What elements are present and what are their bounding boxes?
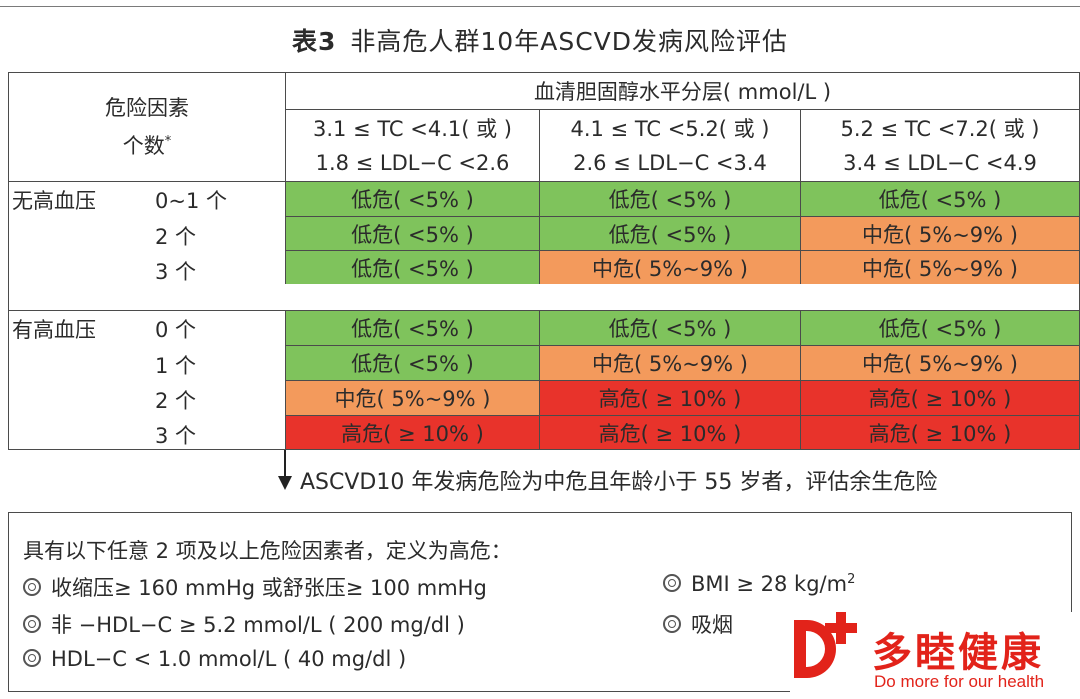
column-3-ldl: 3.4 ≤ LDL−C <4.9 <box>843 150 1037 175</box>
count-label: 3 个 <box>155 424 197 448</box>
risk-cell: 低危( <5% ) <box>285 310 540 346</box>
count-label: 0~1 个 <box>155 189 227 213</box>
table-title: 表3 非高危人群10年ASCVD发病风险评估 <box>0 22 1080 58</box>
arrow-down-icon <box>284 450 286 480</box>
column-2-ldl: 2.6 ≤ LDL−C <3.4 <box>573 150 767 175</box>
bullet-circle-icon <box>663 574 681 592</box>
column-2-tc: 4.1 ≤ TC <5.2( 或 ) <box>570 116 770 141</box>
risk-cell: 中危( 5%~9% ) <box>800 345 1080 381</box>
risk-cell: 低危( <5% ) <box>285 250 540 285</box>
group-label-no-hypertension: 无高血压 <box>12 189 96 213</box>
criteria-item: 吸烟 <box>663 609 733 639</box>
logo-d-icon <box>794 620 836 678</box>
logo-plus-icon <box>825 623 857 633</box>
arrow-head-icon <box>278 476 292 490</box>
risk-factor-header-line1: 危险因素 <box>105 96 189 120</box>
risk-cell: 低危( <5% ) <box>285 216 540 251</box>
column-header-2: 4.1 ≤ TC <5.2( 或 ) 2.6 ≤ LDL−C <3.4 <box>539 109 801 182</box>
criteria-item: 非 −HDL−C ≥ 5.2 mmol/L ( 200 mg/dl ) <box>23 609 465 639</box>
criteria-item: BMI ≥ 28 kg/m2 <box>663 572 855 596</box>
risk-cell: 中危( 5%~9% ) <box>539 345 801 381</box>
criteria-item: HDL−C < 1.0 mmol/L ( 40 mg/dl ) <box>23 647 406 671</box>
bullet-circle-icon <box>23 578 41 596</box>
column-1-tc: 3.1 ≤ TC <4.1( 或 ) <box>312 116 512 141</box>
table-caption: 非高危人群10年ASCVD发病风险评估 <box>350 27 788 56</box>
column-header-3: 5.2 ≤ TC <7.2( 或 ) 3.4 ≤ LDL−C <4.9 <box>800 109 1080 182</box>
count-label: 2 个 <box>155 389 197 413</box>
column-1-ldl: 1.8 ≤ LDL−C <2.6 <box>315 150 510 175</box>
top-border <box>0 0 1080 7</box>
count-label: 1 个 <box>155 354 197 378</box>
risk-cell: 中危( 5%~9% ) <box>539 250 801 285</box>
column-3-tc: 5.2 ≤ TC <7.2( 或 ) <box>840 116 1040 141</box>
risk-factor-header-line2: 个数* <box>122 134 172 158</box>
risk-cell: 低危( <5% ) <box>800 310 1080 346</box>
risk-cell: 中危( 5%~9% ) <box>285 380 540 416</box>
risk-cell: 中危( 5%~9% ) <box>800 250 1080 285</box>
risk-cell: 中危( 5%~9% ) <box>800 216 1080 251</box>
risk-cell: 低危( <5% ) <box>539 181 801 217</box>
arrow-note: ASCVD10 年发病危险为中危且年龄小于 55 岁者，评估余生危险 <box>300 470 938 495</box>
bullet-circle-icon <box>663 615 681 633</box>
risk-cell: 低危( <5% ) <box>539 216 801 251</box>
risk-factor-header: 危险因素 个数* <box>8 72 286 182</box>
logo-chinese-name: 多睦健康 <box>872 630 1044 676</box>
group-label-hypertension: 有高血压 <box>12 318 96 342</box>
risk-table: 危险因素 个数* 血清胆固醇水平分层( mmol/L ) 3.1 ≤ TC <4… <box>0 72 1080 450</box>
bullet-circle-icon <box>23 649 41 667</box>
cholesterol-header: 血清胆固醇水平分层( mmol/L ) <box>285 72 1080 110</box>
risk-cell: 低危( <5% ) <box>800 181 1080 217</box>
group-spacer <box>8 284 1080 311</box>
risk-cell: 高危( ≥ 10% ) <box>285 415 540 450</box>
risk-cell: 低危( <5% ) <box>285 181 540 217</box>
risk-cell: 高危( ≥ 10% ) <box>539 415 801 450</box>
risk-cell: 低危( <5% ) <box>539 310 801 346</box>
count-label: 3 个 <box>155 260 197 284</box>
count-label: 0 个 <box>155 318 197 342</box>
count-label: 2 个 <box>155 225 197 249</box>
logo-slogan: Do more for our health <box>874 672 1045 691</box>
criteria-item: 收缩压≥ 160 mmHg 或舒张压≥ 100 mmHg <box>23 572 487 602</box>
risk-cell: 高危( ≥ 10% ) <box>800 380 1080 416</box>
table-number: 表3 <box>292 27 337 56</box>
brand-logo: 多睦健康 Do more for our health <box>790 612 1075 698</box>
risk-cell: 高危( ≥ 10% ) <box>539 380 801 416</box>
criteria-heading: 具有以下任意 2 项及以上危险因素者，定义为高危： <box>23 539 512 563</box>
risk-cell: 低危( <5% ) <box>285 345 540 381</box>
high-risk-criteria-box: 具有以下任意 2 项及以上危险因素者，定义为高危： 收缩压≥ 160 mmHg … <box>8 512 1072 692</box>
column-header-1: 3.1 ≤ TC <4.1( 或 ) 1.8 ≤ LDL−C <2.6 <box>285 109 540 182</box>
risk-cell: 高危( ≥ 10% ) <box>800 415 1080 450</box>
bullet-circle-icon <box>23 615 41 633</box>
